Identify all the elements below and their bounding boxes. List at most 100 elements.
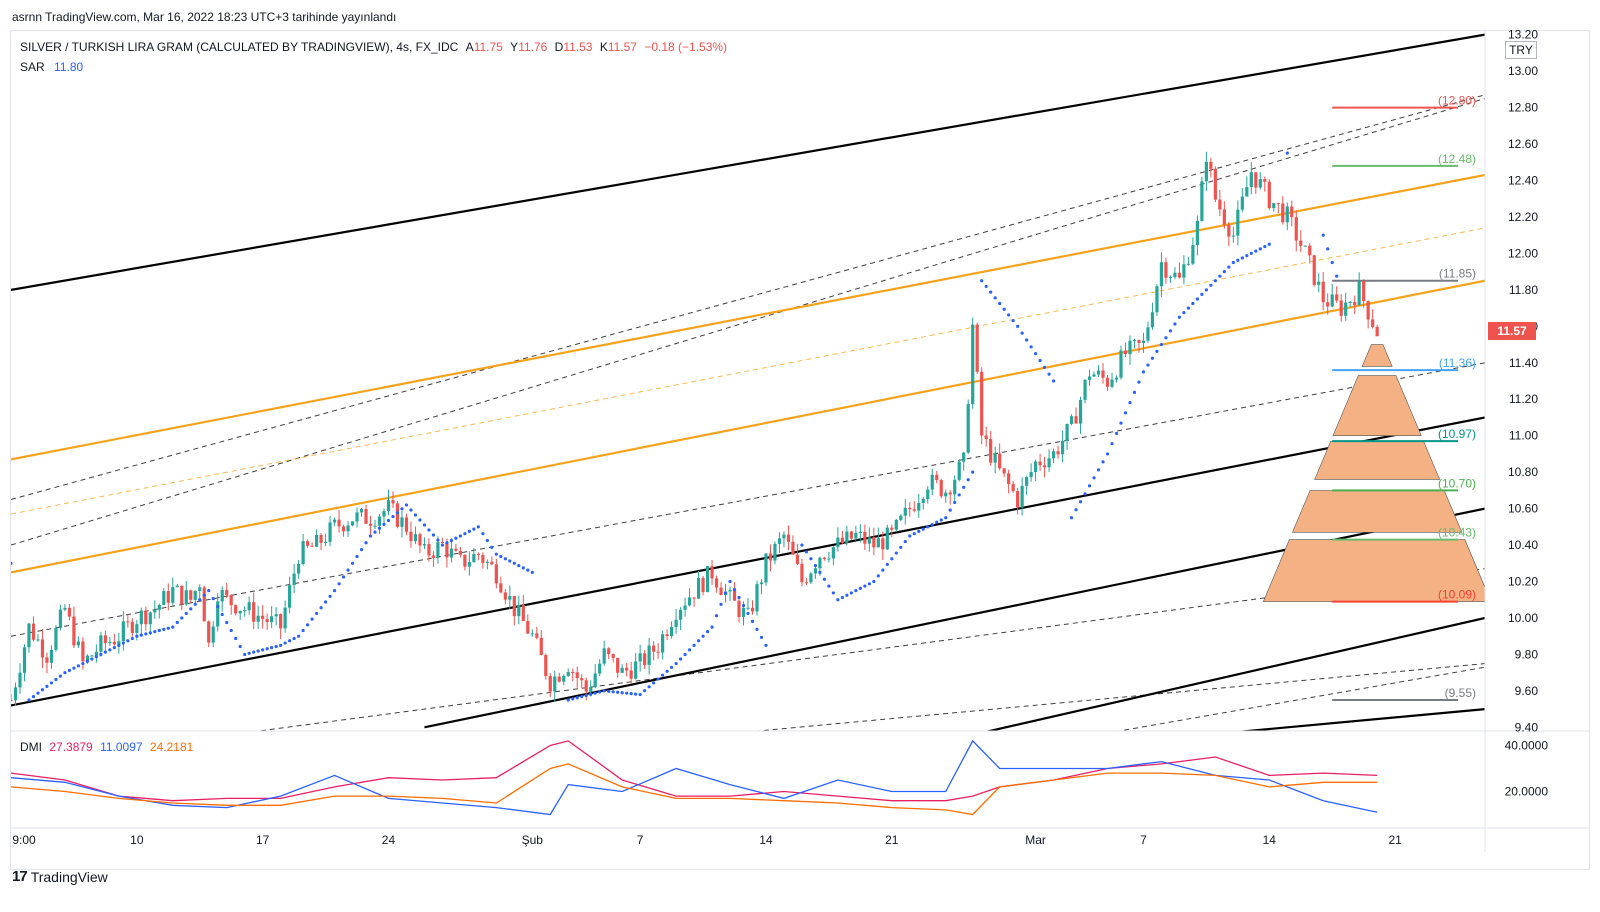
close-label: K xyxy=(599,40,608,54)
sar-dot xyxy=(472,527,476,531)
footer-brand[interactable]: 17 TradingView xyxy=(12,868,108,885)
sar-dot xyxy=(63,671,67,675)
candle-body xyxy=(1371,319,1375,327)
sar-dot xyxy=(301,628,305,633)
sar-dot xyxy=(1042,365,1047,369)
sar-dot xyxy=(1227,265,1231,269)
candle-body xyxy=(701,578,705,593)
channel-line xyxy=(11,416,1485,707)
candle-body xyxy=(1083,379,1087,400)
candle-body xyxy=(364,508,368,524)
candle-body xyxy=(1182,264,1186,278)
sar-dot xyxy=(881,568,885,572)
candle-body xyxy=(54,627,58,650)
candle-body xyxy=(1155,286,1159,313)
candle-body xyxy=(553,676,557,692)
candle-body xyxy=(63,607,67,610)
sar-dot xyxy=(764,643,768,647)
sar-dot xyxy=(759,635,764,639)
candle-body xyxy=(975,324,979,372)
candle-body xyxy=(162,591,166,605)
sar-dot xyxy=(490,545,494,549)
sar-dot xyxy=(1034,352,1038,356)
candle-body xyxy=(153,609,157,613)
candle-body xyxy=(1096,370,1101,375)
sar-dot xyxy=(1267,242,1271,246)
sar-dot xyxy=(76,664,81,668)
sar-dot xyxy=(355,554,359,559)
sar-dot xyxy=(939,518,943,522)
sar-dot xyxy=(1092,476,1096,480)
candle-body xyxy=(135,624,139,633)
candle-body xyxy=(72,616,76,646)
candle-body xyxy=(1137,340,1141,344)
candle-body xyxy=(499,583,503,593)
time-tick-label: Mar xyxy=(1025,833,1046,847)
open-value: 11.75 xyxy=(473,40,503,54)
sar-dot xyxy=(674,661,678,666)
candle-body xyxy=(957,461,961,480)
close-value: 11.57 xyxy=(607,40,637,54)
candle-body xyxy=(503,592,507,600)
candle-body xyxy=(634,661,638,679)
sar-dot xyxy=(894,551,898,555)
sar-legend[interactable]: SAR 11.80 xyxy=(20,60,83,74)
sar-dot xyxy=(184,611,188,616)
sar-dot xyxy=(49,681,54,685)
candle-body xyxy=(1132,340,1137,342)
price-tick-label: 10.80 xyxy=(1508,465,1538,479)
candle-body xyxy=(476,553,480,555)
candle-body xyxy=(1236,209,1240,236)
dmi-label: DMI xyxy=(20,740,42,754)
level-label: (11.36) xyxy=(1439,356,1476,370)
sar-dot xyxy=(1038,358,1042,363)
candle-body xyxy=(440,542,445,544)
candle-body xyxy=(1051,451,1056,459)
sar-dot xyxy=(1020,331,1024,335)
sar-dot xyxy=(319,606,323,610)
sar-dot xyxy=(377,526,382,530)
sar-dot xyxy=(813,563,818,568)
sar-dot xyxy=(818,570,822,575)
level-label: (10.97) xyxy=(1438,427,1476,441)
candle-body xyxy=(314,535,319,547)
sar-dot xyxy=(1087,484,1092,488)
sar-dot xyxy=(328,594,332,598)
sar-dot xyxy=(876,574,880,578)
candle-body xyxy=(962,452,966,462)
sar-dot xyxy=(1011,319,1015,323)
currency-badge[interactable]: TRY xyxy=(1505,41,1537,59)
dmi-legend[interactable]: DMI 27.3879 11.0097 24.2181 xyxy=(20,740,193,754)
level-label: (10.09) xyxy=(1438,588,1476,602)
candle-body xyxy=(1069,416,1074,424)
candle-body xyxy=(1087,376,1092,380)
sar-dot xyxy=(332,589,337,593)
candle-body xyxy=(858,531,862,533)
candle-body xyxy=(391,500,395,504)
candle-body xyxy=(1227,224,1231,237)
candle-body xyxy=(917,502,921,511)
tradingview-logo-icon: 17 xyxy=(12,868,28,885)
high-value: 11.76 xyxy=(518,40,548,54)
candle-body xyxy=(431,555,436,558)
pyramid-segment xyxy=(1292,490,1463,533)
symbol-legend[interactable]: SILVER / TURKISH LIRA GRAM (CALCULATED B… xyxy=(20,40,727,54)
sar-dot xyxy=(90,657,94,661)
sar-dot xyxy=(737,595,741,600)
time-tick-label: Şub xyxy=(522,833,544,847)
sar-dot xyxy=(72,666,76,670)
channel-line xyxy=(1235,708,1485,731)
candle-body xyxy=(27,623,31,648)
time-tick-label: 24 xyxy=(382,833,396,847)
sar-dot xyxy=(261,648,265,652)
candle-body xyxy=(1335,294,1339,301)
sar-dot xyxy=(1146,363,1150,367)
sar-dot xyxy=(1002,307,1006,311)
sar-dot xyxy=(216,604,220,609)
candle-body xyxy=(1007,473,1011,485)
sar-dot xyxy=(741,603,746,608)
candle-body xyxy=(894,519,898,530)
candle-body xyxy=(297,563,301,574)
candle-body xyxy=(454,548,458,551)
